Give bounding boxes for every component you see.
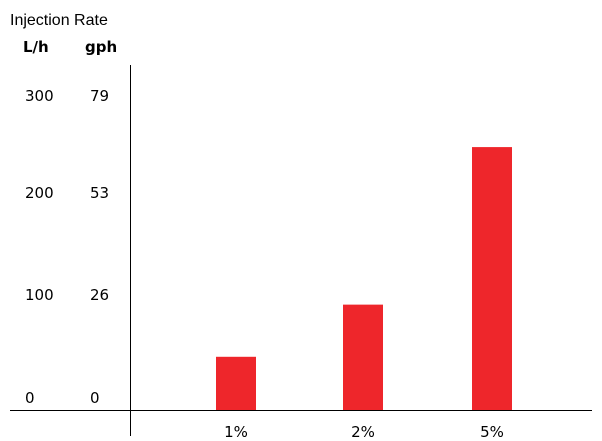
- x-tick-2pct: 2%: [351, 423, 375, 441]
- x-axis-labels: 1% 2% 5%: [224, 423, 504, 441]
- y-axis-primary-ticks: 0 100 200 300: [25, 87, 54, 407]
- x-tick-1pct: 1%: [224, 423, 248, 441]
- y-tick-secondary-26: 26: [90, 286, 109, 304]
- y-tick-primary-100: 100: [25, 286, 54, 304]
- y-tick-primary-300: 300: [25, 87, 54, 105]
- y-tick-secondary-0: 0: [90, 389, 100, 407]
- chart-title: Injection Rate: [10, 12, 108, 29]
- bars-group: [216, 147, 512, 411]
- bar-5pct: [472, 147, 512, 411]
- y-tick-primary-200: 200: [25, 184, 54, 202]
- bar-2pct: [343, 304, 383, 410]
- y-tick-primary-0: 0: [25, 389, 35, 407]
- x-tick-5pct: 5%: [480, 423, 504, 441]
- y-tick-secondary-53: 53: [90, 184, 109, 202]
- secondary-unit-label: gph: [85, 38, 117, 56]
- primary-unit-label: L/h: [23, 38, 49, 56]
- bar-1pct: [216, 356, 256, 410]
- y-axis-secondary-ticks: 0 26 53 79: [90, 87, 109, 407]
- y-tick-secondary-79: 79: [90, 87, 109, 105]
